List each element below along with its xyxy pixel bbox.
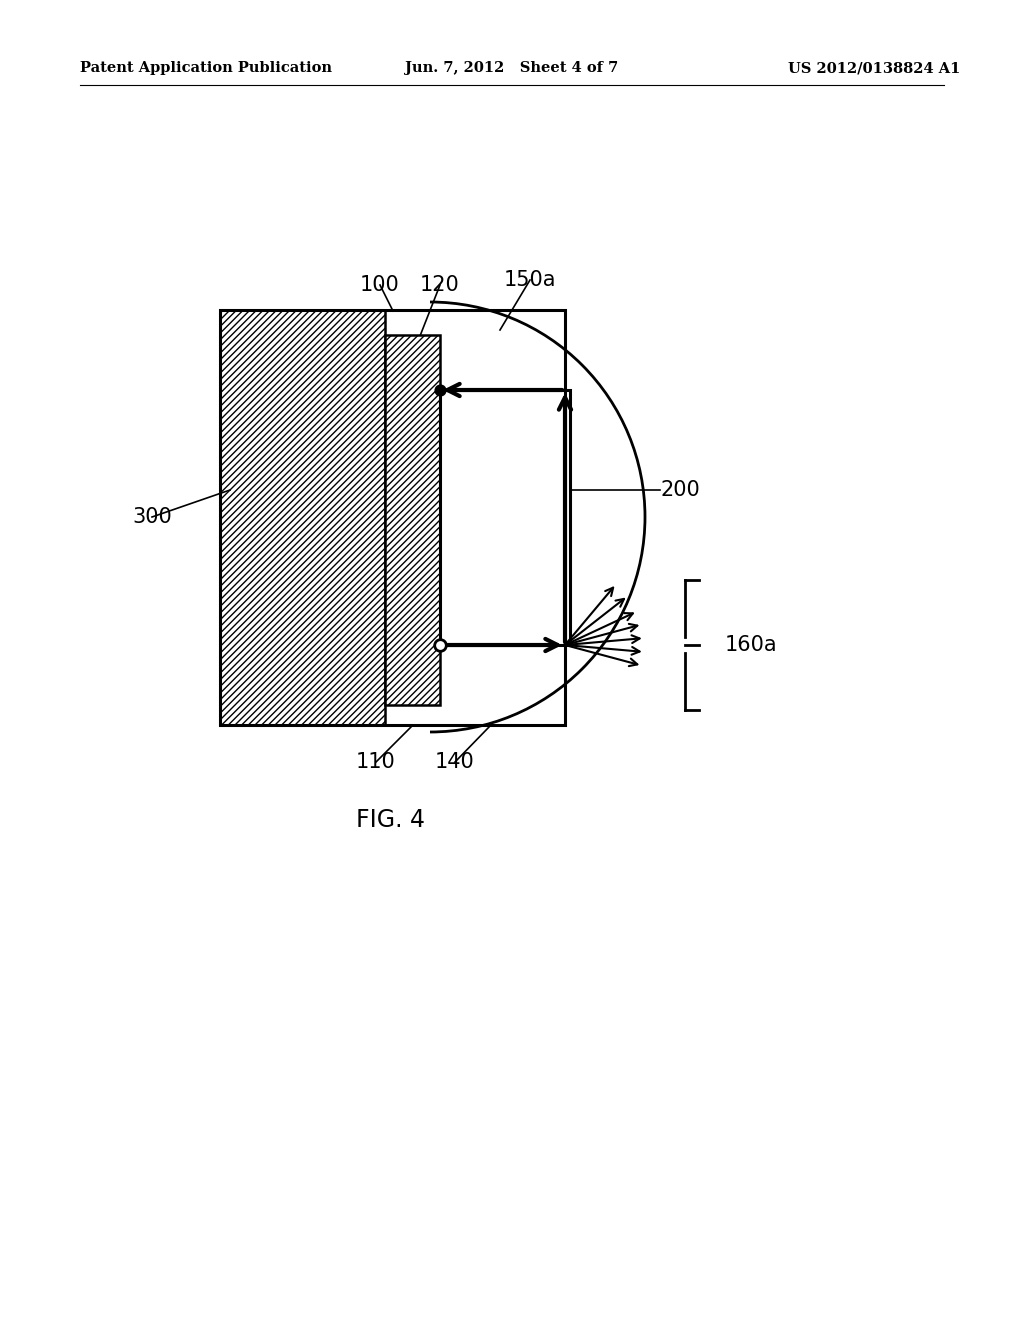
Point [432,379,449,400]
Bar [440,389,570,645]
Bar [440,389,570,645]
Text: 200: 200 [660,480,699,500]
Text: 150a: 150a [504,271,556,290]
Text: 120: 120 [420,275,460,294]
Text: 110: 110 [356,752,396,772]
Bar [385,335,440,705]
Text: 300: 300 [132,507,172,527]
Bar [220,310,385,725]
Polygon shape [430,302,645,733]
Text: FIG. 4: FIG. 4 [355,808,425,832]
Bar [220,310,565,725]
Point [432,635,449,656]
Text: 140: 140 [435,752,475,772]
Text: Patent Application Publication: Patent Application Publication [80,61,332,75]
Text: 160a: 160a [725,635,777,655]
Text: US 2012/0138824 A1: US 2012/0138824 A1 [787,61,961,75]
Text: 100: 100 [360,275,400,294]
Text: Jun. 7, 2012   Sheet 4 of 7: Jun. 7, 2012 Sheet 4 of 7 [406,61,618,75]
